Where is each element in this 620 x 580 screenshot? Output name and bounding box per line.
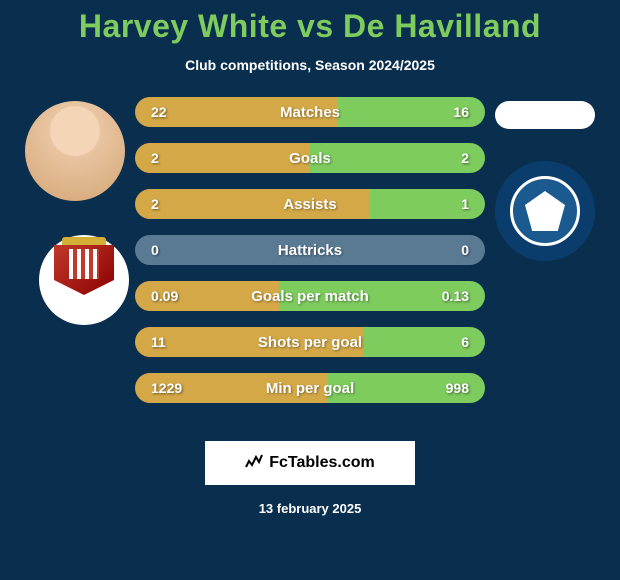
club-right-badge [495,161,595,261]
stat-value-right: 2 [461,150,469,166]
left-column [15,97,135,417]
stat-value-right: 6 [461,334,469,350]
stat-value-left: 2 [151,150,159,166]
subtitle: Club competitions, Season 2024/2025 [185,57,435,73]
stat-value-left: 0.09 [151,288,178,304]
player-left-avatar [25,101,125,201]
stat-value-right: 998 [446,380,469,396]
stat-label: Goals [289,150,331,167]
stat-row: 22 Matches 16 [135,97,485,127]
stat-label: Matches [280,104,340,121]
stat-label: Goals per match [251,288,369,305]
peterborough-crest-icon [510,176,580,246]
stat-label: Shots per goal [258,334,362,351]
stats-column: 22Matches162Goals22Assists10Hattricks00.… [135,97,485,403]
page-title: Harvey White vs De Havilland [79,8,541,45]
stat-label: Assists [283,196,336,213]
stat-value-left: 1229 [151,380,182,396]
fctables-watermark: FcTables.com [205,441,415,485]
avatar-placeholder-icon [25,101,125,201]
stevenage-crest-icon [54,245,114,315]
stat-bar-left [135,143,310,173]
infographic-container: Harvey White vs De Havilland Club compet… [0,0,620,580]
stat-value-left: 22 [151,104,167,120]
content-area: 22Matches162Goals22Assists10Hattricks00.… [0,97,620,417]
stat-value-right: 0.13 [442,288,469,304]
fctables-label: FcTables.com [269,454,375,472]
stat-row: 2 Assists 1 [135,189,485,219]
stat-row: 0.09 Goals per match 0.13 [135,281,485,311]
stat-row: 0 Hattricks 0 [135,235,485,265]
stat-label: Min per goal [266,380,354,397]
date-label: 13 february 2025 [259,501,362,516]
stat-bar-right [310,143,485,173]
player-right-avatar [495,101,595,129]
stat-value-left: 2 [151,196,159,212]
stat-label: Hattricks [278,242,342,259]
right-column [485,97,605,417]
stat-value-left: 11 [151,334,166,350]
fctables-logo-icon [245,453,263,474]
stat-value-right: 0 [461,242,469,258]
stat-value-left: 0 [151,242,159,258]
stat-row: 2 Goals 2 [135,143,485,173]
stat-value-right: 16 [453,104,469,120]
stat-row: 11 Shots per goal 6 [135,327,485,357]
club-left-badge [39,235,129,325]
stat-value-right: 1 [461,196,469,212]
stat-row: 1229 Min per goal 998 [135,373,485,403]
